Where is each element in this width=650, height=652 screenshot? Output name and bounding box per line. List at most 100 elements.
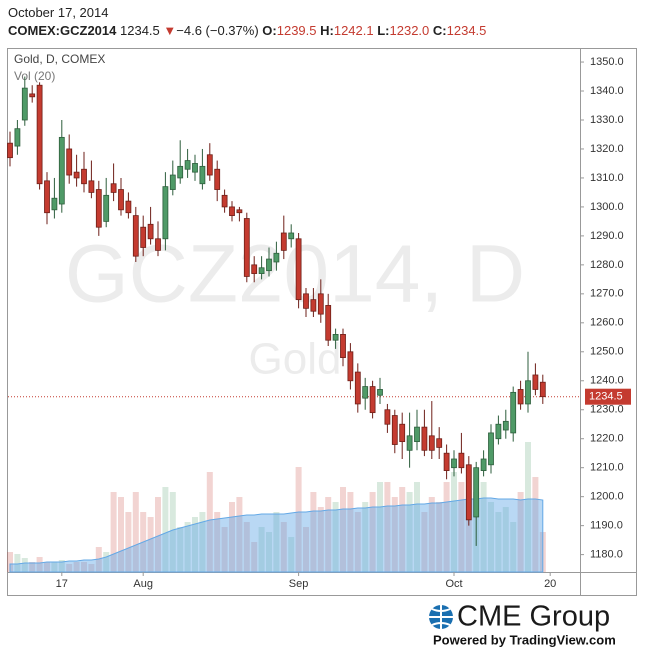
candle-body bbox=[221, 194, 228, 208]
candle-body bbox=[317, 293, 324, 315]
header: October 17, 2014 COMEX:GCZ2014 1234.5 ▼−… bbox=[8, 4, 486, 40]
candle-body bbox=[369, 386, 376, 414]
candle-body bbox=[273, 252, 280, 263]
volume-bar bbox=[510, 522, 517, 572]
volume-bar bbox=[169, 492, 176, 572]
volume-bar bbox=[525, 442, 531, 572]
candle-body bbox=[258, 267, 265, 274]
candle-body bbox=[421, 426, 428, 451]
candle-body bbox=[502, 420, 509, 431]
candle-body bbox=[14, 128, 21, 147]
candle-body bbox=[7, 142, 13, 159]
change: −4.6 (−0.37%) bbox=[176, 23, 259, 38]
volume-bar bbox=[347, 492, 354, 572]
candle-body bbox=[406, 435, 413, 451]
volume-bar bbox=[110, 492, 117, 572]
date-row: October 17, 2014 bbox=[8, 4, 486, 22]
candle-body bbox=[532, 374, 539, 390]
candle-body bbox=[206, 154, 213, 176]
volume-bar bbox=[317, 507, 324, 572]
volume-bar bbox=[229, 502, 235, 572]
date: October 17, 2014 bbox=[8, 5, 109, 20]
candle-body bbox=[525, 380, 531, 405]
last-price-label: 1234.5 bbox=[589, 391, 623, 403]
candle-body bbox=[488, 432, 494, 466]
volume-bar bbox=[58, 560, 65, 572]
candle-body bbox=[132, 215, 139, 257]
volume-bar bbox=[377, 482, 383, 572]
ohlc-key: C: bbox=[432, 23, 447, 38]
volume-bar bbox=[369, 492, 376, 572]
volume-bar bbox=[162, 487, 169, 572]
volume-bar bbox=[236, 497, 243, 572]
volume-bar bbox=[88, 564, 95, 572]
volume-bar bbox=[451, 472, 457, 572]
volume-bar bbox=[192, 517, 198, 572]
ohlc: O:1239.5 H:1242.1 L:1232.0 C:1234.5 bbox=[262, 23, 486, 38]
ohlc-value: 1239.5 bbox=[276, 23, 317, 38]
volume-bar bbox=[354, 512, 361, 572]
candle-body bbox=[517, 389, 524, 405]
candle-body bbox=[332, 334, 339, 341]
volume-bar bbox=[29, 562, 36, 572]
volume-bar bbox=[310, 492, 317, 572]
last-price-box bbox=[585, 388, 631, 405]
volume-layer bbox=[7, 442, 546, 573]
volume-bar bbox=[266, 532, 272, 572]
volume-bar bbox=[66, 564, 73, 572]
candle-body bbox=[162, 186, 169, 240]
y-tick-label: 1340.0 bbox=[590, 85, 624, 97]
volume-bar bbox=[221, 527, 228, 572]
volume-bar bbox=[243, 522, 250, 572]
candle-body bbox=[310, 299, 317, 312]
candle-body bbox=[88, 180, 95, 193]
candle-body bbox=[214, 168, 221, 190]
volume-ma-area bbox=[9, 497, 544, 573]
candle-body bbox=[539, 381, 546, 398]
y-tick-label: 1270.0 bbox=[590, 288, 624, 300]
y-tick-label: 1280.0 bbox=[590, 259, 624, 271]
volume-bar bbox=[421, 512, 428, 572]
candle-body bbox=[295, 238, 302, 301]
quote-row: COMEX:GCZ2014 1234.5 ▼−4.6 (−0.37%) O:12… bbox=[8, 22, 486, 40]
volume-bar bbox=[436, 502, 443, 572]
globe-lines bbox=[429, 605, 453, 629]
candle-body bbox=[73, 171, 80, 179]
y-tick-label: 1180.0 bbox=[590, 549, 623, 561]
x-tick-label: Oct bbox=[445, 578, 462, 590]
volume-bar bbox=[36, 557, 43, 572]
candle-body bbox=[110, 183, 117, 193]
y-tick-label: 1310.0 bbox=[590, 172, 624, 184]
volume-bar bbox=[517, 492, 524, 572]
y-tick-label: 1320.0 bbox=[590, 143, 624, 155]
candle-body bbox=[44, 180, 50, 214]
candle-body bbox=[280, 232, 287, 251]
candle-body bbox=[229, 206, 235, 217]
volume-bar bbox=[532, 477, 539, 572]
candle-body bbox=[325, 305, 332, 341]
x-tick-label: Aug bbox=[133, 578, 153, 590]
volume-bar bbox=[258, 527, 265, 572]
ohlc-value: 1242.1 bbox=[333, 23, 374, 38]
candle-body bbox=[51, 197, 58, 211]
volume-bar bbox=[177, 527, 184, 572]
candle-body bbox=[103, 194, 110, 222]
candle-body bbox=[303, 293, 309, 309]
candle-body bbox=[465, 464, 472, 521]
y-tick-label: 1240.0 bbox=[590, 375, 624, 387]
volume-bar bbox=[214, 512, 221, 572]
volume-bar bbox=[332, 502, 339, 572]
ohlc-key: L: bbox=[377, 23, 390, 38]
volume-bar bbox=[399, 487, 406, 572]
candle-body bbox=[125, 200, 132, 214]
candle-body bbox=[21, 87, 28, 121]
candle-body bbox=[377, 389, 383, 396]
candle-body bbox=[399, 423, 406, 443]
volume-bar bbox=[340, 487, 346, 572]
volume-bar bbox=[406, 492, 413, 572]
symbol: COMEX:GCZ2014 bbox=[8, 23, 117, 38]
candle-body bbox=[66, 148, 73, 176]
candle-body bbox=[428, 435, 435, 451]
y-tick-label: 1250.0 bbox=[590, 346, 624, 358]
